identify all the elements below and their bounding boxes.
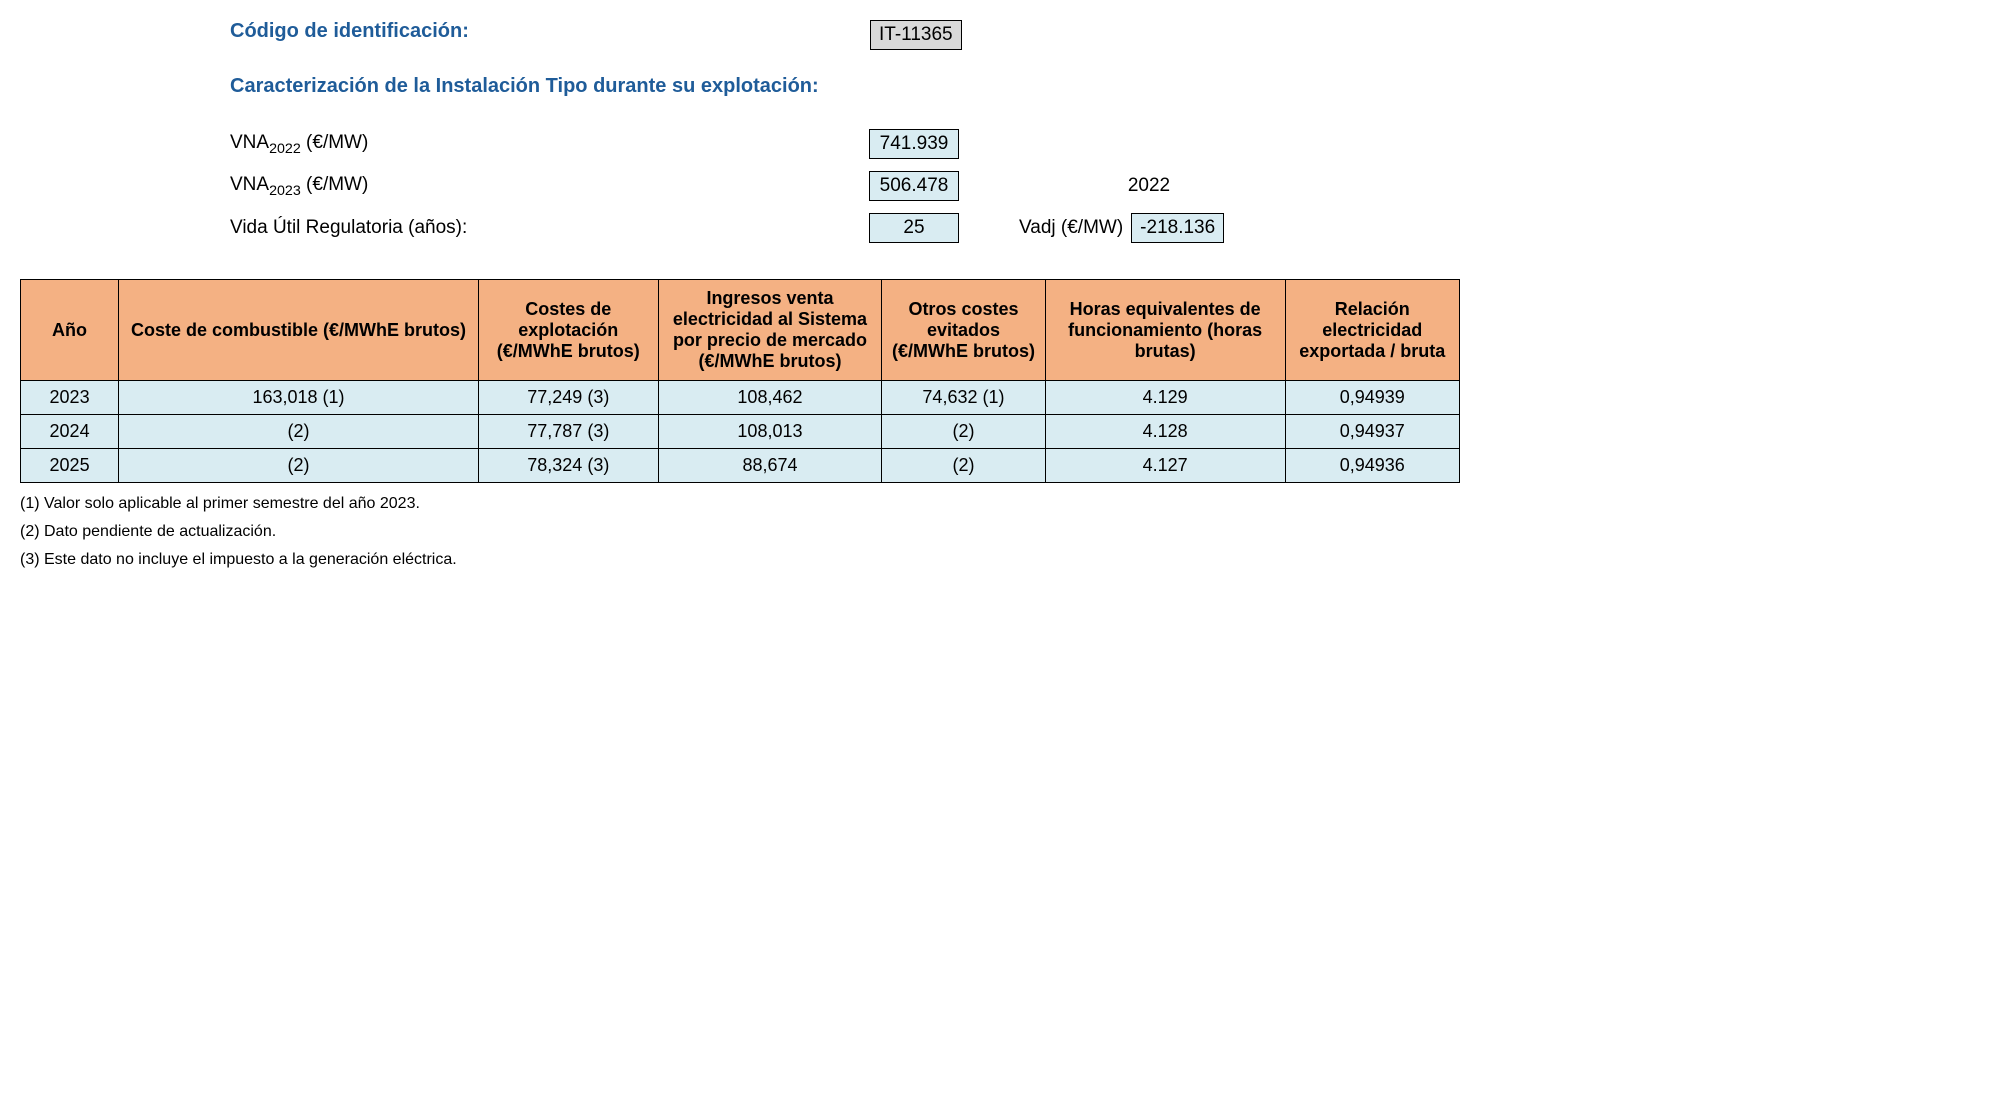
vna-2022-value: 741.939 (869, 129, 959, 159)
vna-2023-suffix: (€/MW) (301, 174, 369, 195)
footnote-1: (1) Valor solo aplicable al primer semes… (20, 495, 1460, 513)
vna-2023-label: VNA2023 (€/MW) (230, 174, 870, 199)
cell-avoid: (2) (882, 415, 1046, 449)
table-header-row: Año Coste de combustible (€/MWhE brutos)… (21, 280, 1460, 381)
cell-income: 88,674 (658, 449, 881, 483)
cell-hours: 4.128 (1045, 415, 1285, 449)
footnote-3: (3) Este dato no incluye el impuesto a l… (20, 551, 1460, 569)
col-header-income: Ingresos venta electricidad al Sistema p… (658, 280, 881, 381)
cell-fuel: 163,018 (1) (119, 381, 479, 415)
cell-year: 2025 (21, 449, 119, 483)
table-body: 2023163,018 (1)77,249 (3)108,46274,632 (… (21, 381, 1460, 483)
table-row: 2025(2)78,324 (3)88,674(2)4.1270,94936 (21, 449, 1460, 483)
vida-row: Vida Útil Regulatoria (años): 25 Vadj (€… (230, 207, 1460, 249)
id-value-box: IT-11365 (870, 20, 962, 50)
vida-value: 25 (869, 213, 959, 243)
vna-2022-label: VNA2022 (€/MW) (230, 132, 870, 157)
col-header-ratio: Relación electricidad exportada / bruta (1285, 280, 1459, 381)
col-header-fuel: Coste de combustible (€/MWhE brutos) (119, 280, 479, 381)
col-header-avoid: Otros costes evitados (€/MWhE brutos) (882, 280, 1046, 381)
cell-avoid: (2) (882, 449, 1046, 483)
data-table: Año Coste de combustible (€/MWhE brutos)… (20, 279, 1460, 483)
vna-2023-sub: 2023 (269, 182, 301, 198)
cell-ratio: 0,94937 (1285, 415, 1459, 449)
footnotes: (1) Valor solo aplicable al primer semes… (20, 495, 1460, 569)
footnote-2: (2) Dato pendiente de actualización. (20, 523, 1460, 541)
cell-fuel: (2) (119, 415, 479, 449)
vna-2022-suffix: (€/MW) (301, 132, 369, 153)
vna-2023-value: 506.478 (869, 171, 959, 201)
table-row: 2023163,018 (1)77,249 (3)108,46274,632 (… (21, 381, 1460, 415)
vna-2023-row: VNA2023 (€/MW) 506.478 2022 (230, 165, 1460, 207)
vadj-value: -218.136 (1131, 213, 1224, 243)
vna-2022-prefix: VNA (230, 132, 269, 153)
cell-avoid: 74,632 (1) (882, 381, 1046, 415)
cell-year: 2024 (21, 415, 119, 449)
table-row: 2024(2)77,787 (3)108,013(2)4.1280,94937 (21, 415, 1460, 449)
cell-fuel: (2) (119, 449, 479, 483)
id-row: Código de identificación: IT-11365 (230, 20, 1460, 50)
id-label: Código de identificación: (230, 20, 870, 43)
vna-2022-row: VNA2022 (€/MW) 741.939 (230, 123, 1460, 165)
vna-2023-prefix: VNA (230, 174, 269, 195)
cell-ratio: 0,94936 (1285, 449, 1459, 483)
cell-hours: 4.129 (1045, 381, 1285, 415)
col-header-year: Año (21, 280, 119, 381)
cell-ratio: 0,94939 (1285, 381, 1459, 415)
section-title: Caracterización de la Instalación Tipo d… (230, 75, 1460, 98)
param-stack: VNA2022 (€/MW) 741.939 VNA2023 (€/MW) 50… (230, 123, 1460, 249)
vna-2022-sub: 2022 (269, 140, 301, 156)
cell-oper: 77,249 (3) (478, 381, 658, 415)
cell-oper: 77,787 (3) (478, 415, 658, 449)
vida-label: Vida Útil Regulatoria (años): (230, 217, 870, 239)
vadj-label: Vadj (€/MW) (1019, 217, 1123, 239)
cell-income: 108,462 (658, 381, 881, 415)
col-header-hours: Horas equivalentes de funcionamiento (ho… (1045, 280, 1285, 381)
vadj-year-label: 2022 (1109, 175, 1189, 197)
cell-year: 2023 (21, 381, 119, 415)
cell-income: 108,013 (658, 415, 881, 449)
header-section: Código de identificación: IT-11365 Carac… (230, 20, 1460, 249)
cell-hours: 4.127 (1045, 449, 1285, 483)
col-header-oper: Costes de explotación (€/MWhE brutos) (478, 280, 658, 381)
cell-oper: 78,324 (3) (478, 449, 658, 483)
